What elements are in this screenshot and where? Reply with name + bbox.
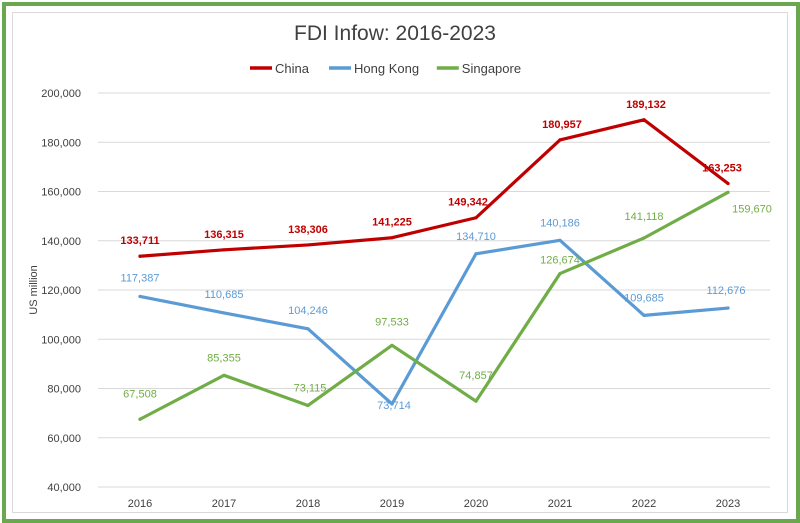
data-label: 133,711 (120, 235, 159, 247)
x-tick-label: 2018 (296, 498, 320, 510)
data-label: 180,957 (542, 119, 582, 131)
y-tick-label: 140,000 (41, 236, 81, 248)
data-label: 97,533 (375, 316, 409, 328)
data-label: 136,315 (204, 229, 244, 241)
data-label: 138,306 (288, 224, 328, 236)
data-point (306, 243, 310, 247)
data-point (474, 252, 478, 256)
data-label: 74,857 (459, 370, 493, 382)
chart-legend: China Hong Kong Singapore (250, 61, 521, 76)
data-label: 67,508 (123, 388, 157, 400)
y-tick-label: 120,000 (41, 285, 81, 297)
data-label: 134,710 (456, 231, 496, 243)
data-label: 159,670 (732, 203, 772, 215)
x-tick-label: 2021 (548, 498, 572, 510)
data-point (558, 271, 562, 276)
data-label: 110,685 (205, 289, 244, 301)
data-point (222, 311, 226, 315)
x-tick-label: 2019 (380, 498, 404, 510)
y-tick-label: 40,000 (47, 482, 81, 494)
data-label: 112,676 (707, 285, 746, 297)
data-label: 149,342 (448, 197, 488, 209)
series-line (138, 190, 730, 421)
data-labels: 133,711 136,315 138,306 141,225 149,342 180,9… (120, 99, 771, 412)
data-label: 73,115 (294, 382, 327, 394)
y-axis-title: US million (28, 265, 40, 315)
y-tick-label: 80,000 (47, 384, 81, 396)
data-point (474, 216, 478, 220)
data-point (390, 236, 394, 240)
data-label: 126,674 (540, 255, 580, 267)
y-tick-label: 180,000 (41, 137, 81, 149)
data-point (642, 118, 646, 122)
data-label: 109,685 (624, 292, 664, 304)
y-tick-label: 100,000 (41, 334, 81, 346)
data-point (642, 236, 646, 240)
series-line (138, 118, 730, 258)
legend-label: Hong Kong (354, 61, 419, 76)
series-line (138, 238, 730, 406)
data-point (138, 254, 142, 258)
y-tick-label: 60,000 (47, 433, 81, 445)
data-point (726, 190, 730, 194)
data-label: 117,387 (121, 272, 160, 284)
data-label: 104,246 (288, 305, 328, 317)
x-tick-label: 2023 (716, 498, 740, 510)
y-tick-label: 160,000 (41, 187, 81, 199)
data-label: 85,355 (207, 352, 241, 364)
data-point (558, 238, 562, 242)
data-label: 189,132 (626, 99, 666, 111)
data-label: 141,118 (625, 211, 664, 223)
data-label: 163,253 (702, 162, 742, 174)
data-point (390, 402, 394, 406)
data-point (306, 403, 310, 408)
data-point (222, 373, 226, 377)
data-point (138, 294, 142, 299)
data-point (726, 306, 730, 310)
legend-label: China (275, 61, 310, 76)
data-label: 141,225 (372, 217, 412, 229)
data-point (558, 138, 562, 142)
x-axis-ticks: 2016 2017 2018 2019 2020 2021 2022 2023 (128, 498, 740, 510)
gridlines (98, 92, 770, 488)
x-tick-label: 2016 (128, 498, 152, 510)
data-point (726, 181, 730, 186)
data-point (642, 313, 646, 318)
series-lines (138, 118, 730, 421)
data-point (474, 399, 478, 403)
legend-label: Singapore (462, 61, 521, 76)
data-label: 140,186 (540, 217, 580, 229)
chart-area-border (12, 12, 788, 513)
data-point (390, 343, 394, 347)
y-axis-ticks: 40,000 60,000 80,000 100,000 120,000 140,000 1… (41, 88, 81, 494)
y-tick-label: 200,000 (41, 88, 81, 100)
data-label: 73,714 (377, 400, 411, 412)
data-point (306, 327, 310, 331)
data-point (222, 248, 226, 252)
x-tick-label: 2020 (464, 498, 488, 510)
chart-title: FDI Infow: 2016-2023 (294, 22, 496, 45)
data-point (138, 417, 142, 421)
x-tick-label: 2022 (632, 498, 656, 510)
x-tick-label: 2017 (212, 498, 236, 510)
